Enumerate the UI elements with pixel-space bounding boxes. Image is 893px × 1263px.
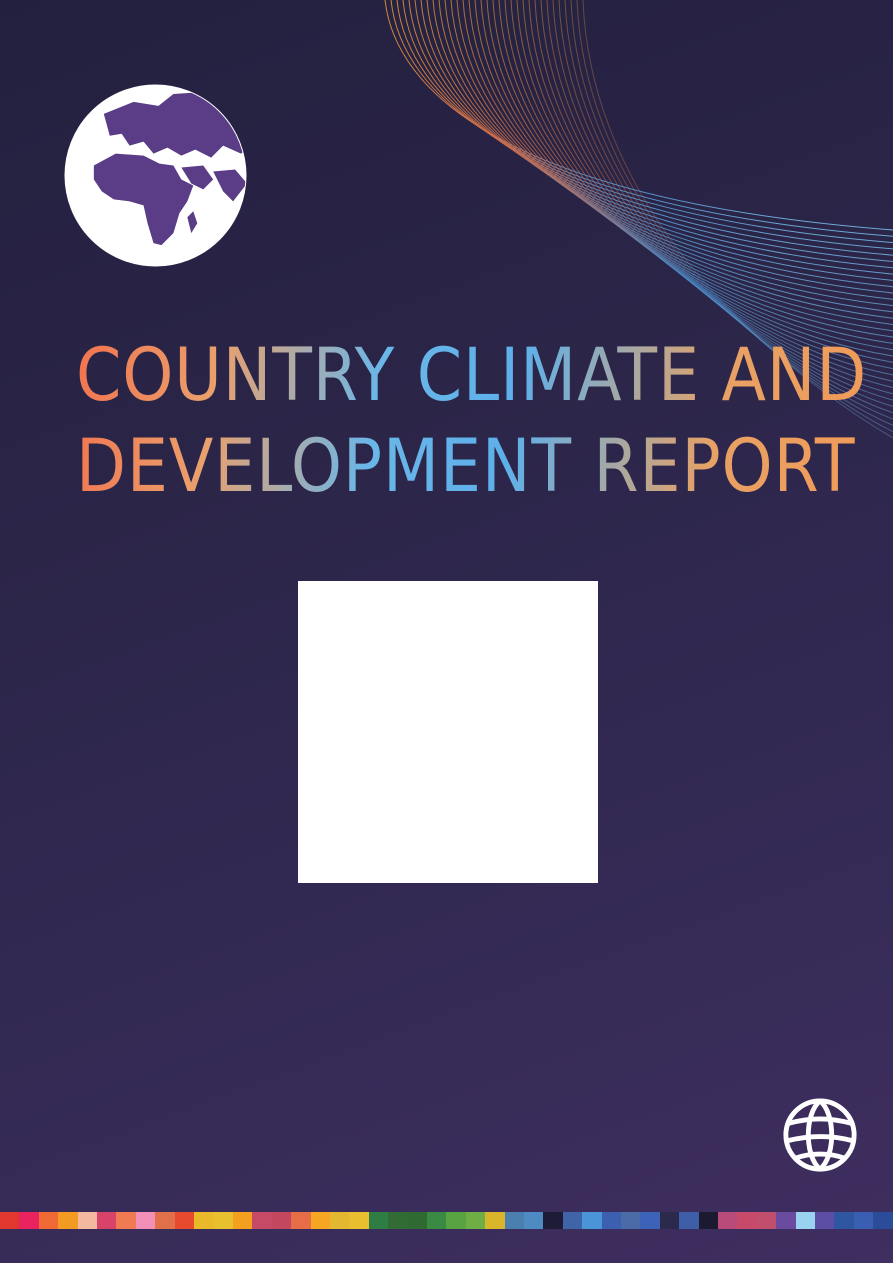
stripe-segment (77, 1212, 98, 1229)
stripe-segment (310, 1212, 330, 1229)
contour-line (504, 0, 893, 357)
stripe-segment (562, 1212, 583, 1229)
stripe-segment (776, 1212, 796, 1229)
stripe-segment (19, 1212, 39, 1229)
cover-image-placeholder (298, 581, 598, 883)
title-line-2: DEVELOPMENT REPORT (76, 424, 856, 509)
stripe-segment (232, 1212, 253, 1229)
contour-line (528, 0, 893, 382)
stripe-segment (834, 1212, 854, 1229)
stripe-segment (388, 1212, 408, 1229)
stripe-segment (0, 1212, 20, 1229)
stripe-segment (698, 1212, 719, 1229)
stripe-segment (853, 1212, 874, 1229)
contour-line (570, 0, 893, 426)
stripe-segment (737, 1212, 757, 1229)
stripe-segment (659, 1212, 680, 1229)
contour-line (516, 0, 893, 370)
contour-line (546, 0, 893, 401)
contour-line (498, 0, 893, 351)
stripe-segment (407, 1212, 427, 1229)
contour-line (522, 0, 893, 376)
stripe-segment (135, 1212, 156, 1229)
stripe-segment (543, 1212, 563, 1229)
contour-line (552, 0, 893, 407)
stripe-segment (679, 1212, 699, 1229)
contour-line (534, 0, 893, 388)
stripe-segment (213, 1212, 233, 1229)
stripe-segment (426, 1212, 447, 1229)
stripe-segment (368, 1212, 389, 1229)
stripe-segment (291, 1212, 311, 1229)
stripe-segment (446, 1212, 466, 1229)
contour-line (564, 0, 893, 420)
contour-lines-graphic (384, 0, 893, 439)
world-bank-logo-icon (783, 1098, 857, 1172)
stripe-segment (97, 1212, 117, 1229)
stripe-segment (329, 1212, 350, 1229)
stripe-segment (873, 1212, 893, 1229)
globe-icon (64, 84, 247, 267)
stripe-segment (174, 1212, 195, 1229)
stripe-segment (504, 1212, 524, 1229)
stripe-segment (465, 1212, 486, 1229)
contour-line (462, 0, 893, 313)
stripe-segment (601, 1212, 621, 1229)
stripe-segment (116, 1212, 136, 1229)
title-line-1: COUNTRY CLIMATE AND (76, 333, 868, 418)
stripe-segment (252, 1212, 272, 1229)
stripe-segment (58, 1212, 78, 1229)
contour-line (510, 0, 893, 363)
stripe-segment (621, 1212, 641, 1229)
stripe-segment (38, 1212, 59, 1229)
stripe-segment (349, 1212, 369, 1229)
stripe-segment (582, 1212, 602, 1229)
stripe-segment (485, 1212, 505, 1229)
stripe-segment (795, 1212, 816, 1229)
stripe-segment (718, 1212, 738, 1229)
stripe-segment (640, 1212, 660, 1229)
stripe-segment (194, 1212, 214, 1229)
contour-line (582, 0, 893, 439)
color-stripe-bar (0, 1212, 893, 1229)
stripe-segment (271, 1212, 292, 1229)
stripe-segment (523, 1212, 544, 1229)
contour-line (558, 0, 893, 414)
stripe-segment (155, 1212, 175, 1229)
stripe-segment (756, 1212, 777, 1229)
report-title: COUNTRY CLIMATE AND DEVELOPMENT REPORT (76, 330, 867, 512)
contour-line (576, 0, 893, 433)
contour-line (540, 0, 893, 395)
stripe-segment (815, 1212, 835, 1229)
